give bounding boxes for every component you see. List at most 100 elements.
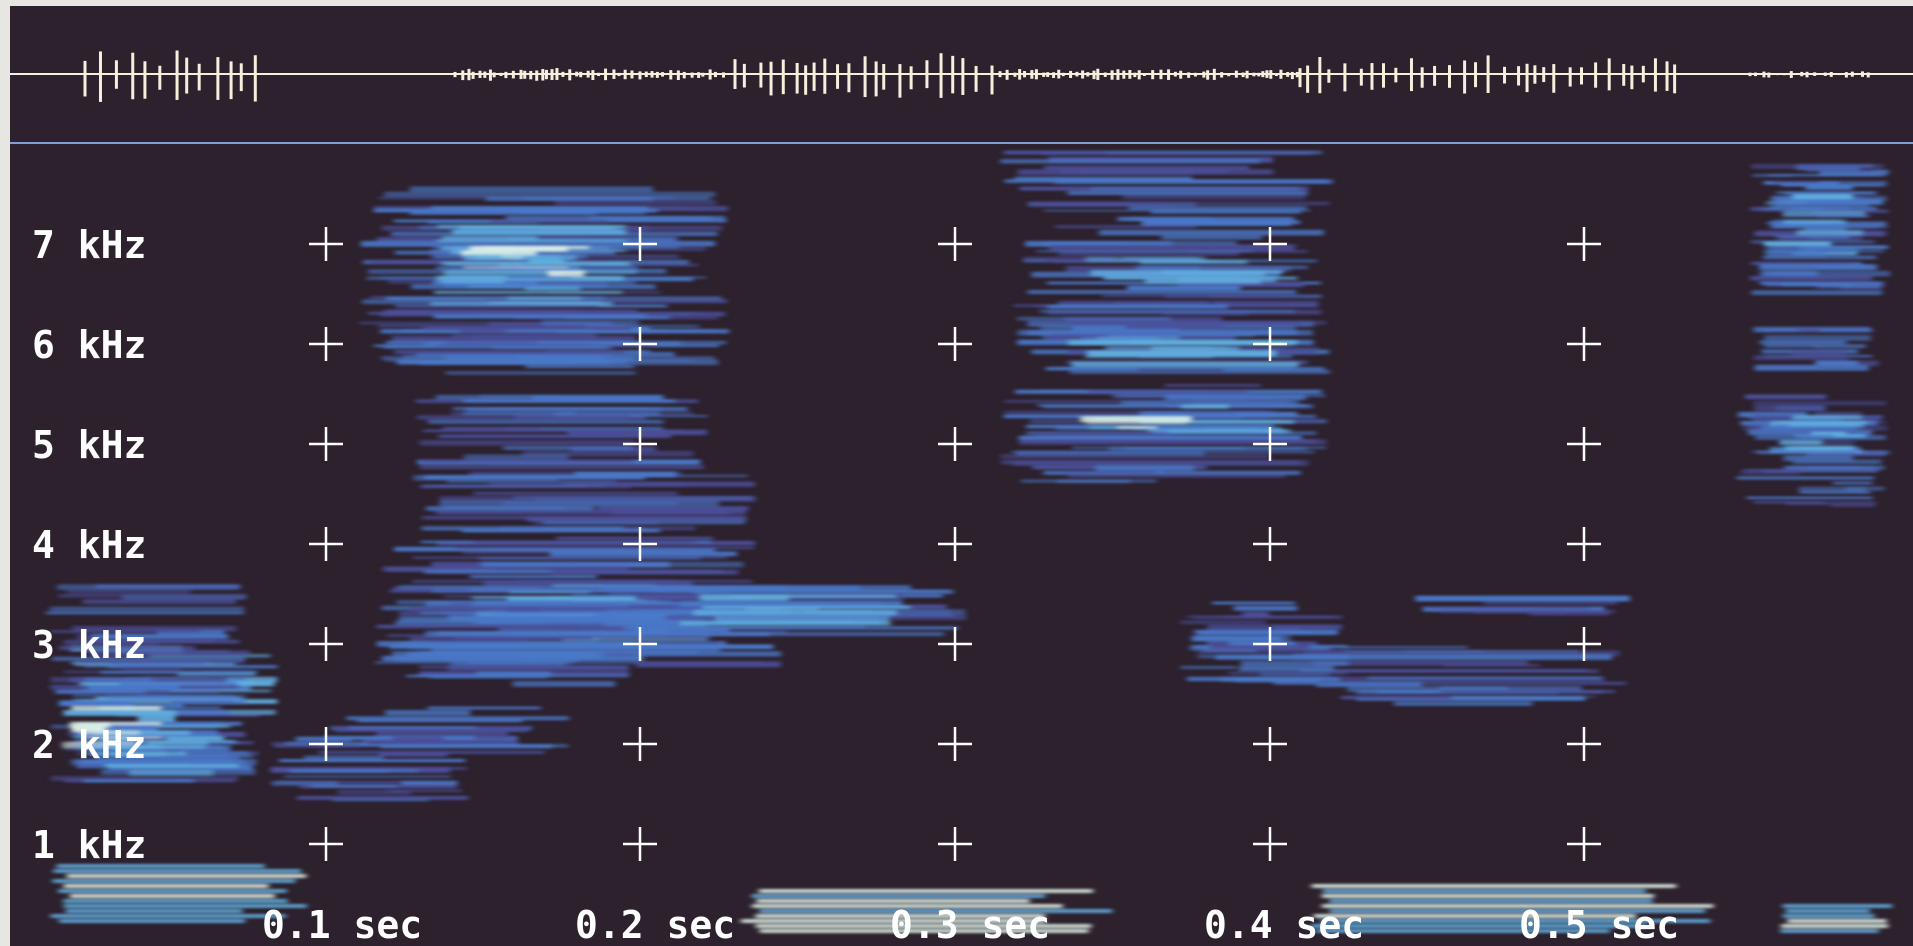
spectrogram-energy-band (1347, 686, 1509, 693)
spectrogram-energy-band (1791, 349, 1847, 355)
grid-crosshair (1567, 527, 1601, 561)
spectrogram-energy-band (1830, 501, 1876, 507)
spectrogram-energy-band (1058, 250, 1239, 256)
spectrogram-energy-band (1768, 270, 1890, 277)
spectrogram-energy-band (1039, 309, 1295, 313)
spectrogram-energy-band (506, 275, 572, 279)
spectrogram-energy-band (59, 645, 195, 650)
spectrogram-energy-band (1090, 186, 1299, 191)
time-label-0.2: 0.2 sec (575, 903, 736, 946)
spectrogram-energy-band (1102, 294, 1310, 298)
spectrogram-energy-band (1744, 394, 1827, 400)
spectrogram-energy-band (81, 759, 235, 765)
spectrogram-energy-band (1748, 429, 1872, 436)
grid-crosshair (1567, 727, 1601, 761)
spectrogram-energy-band (440, 275, 542, 279)
spectrogram-energy-band (1754, 364, 1869, 371)
spectrogram-energy-band (1059, 366, 1294, 370)
spectrogram-energy-band (1044, 165, 1250, 170)
spectrogram-energy-band (337, 789, 411, 795)
spectrogram-energy-band (469, 575, 597, 578)
spectrogram-energy-band (1105, 276, 1235, 279)
window-top-border (0, 0, 1913, 6)
spectrogram-energy-band (1342, 650, 1486, 653)
spectrogram-energy-band (82, 599, 236, 605)
waveform-panel[interactable] (10, 6, 1913, 142)
spectrogram-panel[interactable]: 7 kHz 6 kHz 5 kHz 4 kHz 3 kHz 2 kHz 1 kH… (10, 144, 1913, 946)
spectrogram-energy-band (1181, 404, 1229, 409)
time-label-0.3: 0.3 sec (890, 903, 1051, 946)
spectrogram-energy-band (508, 236, 675, 242)
spectrogram-energy-band (402, 354, 612, 359)
spectrogram-energy-band (1833, 434, 1866, 437)
spectrogram-energy-band (1788, 465, 1875, 469)
spectrogram-energy-band (1017, 329, 1313, 336)
spectrogram-energy-band (310, 784, 397, 788)
spectrogram-energy-band (1117, 216, 1294, 222)
spectrogram-energy-band (1763, 255, 1877, 260)
spectrogram-energy-band (385, 710, 471, 716)
spectrogram-energy-band (1004, 179, 1326, 183)
spectrogram-energy-band (1062, 470, 1157, 474)
spectrogram-energy-band (635, 661, 781, 668)
spectrogram-energy-band (396, 600, 574, 605)
spectrogram-formant-band (759, 909, 1113, 913)
spectrogram-energy-band (436, 651, 595, 655)
spectrogram-energy-band (1750, 275, 1873, 281)
spectrogram-energy-band (489, 481, 685, 487)
spectrogram-energy-band (1741, 469, 1799, 475)
grid-crosshair (623, 227, 657, 261)
spectrogram-formant-band (63, 899, 288, 903)
spectrogram-energy-band (279, 759, 465, 763)
spectrogram-energy-band (1000, 454, 1270, 459)
spectrogram-energy-band (1340, 695, 1452, 700)
spectrogram-energy-band (1815, 344, 1866, 349)
spectrogram-energy-band (1766, 251, 1827, 257)
spectrogram-energy-band (422, 516, 682, 520)
spectrogram-energy-band (473, 620, 725, 624)
spectrogram-energy-band (384, 309, 638, 315)
spectrogram-energy-band (1108, 334, 1255, 337)
spectrogram-formant-band (58, 889, 287, 893)
spectrogram-energy-band (1783, 219, 1846, 225)
spectrogram-energy-band (1833, 481, 1873, 485)
spectrogram-formant-band (52, 879, 296, 883)
spectrogram-energy-band (1759, 340, 1847, 345)
spectrogram-formant-band (1782, 904, 1893, 908)
spectrogram-energy-band (434, 510, 745, 514)
spectrogram-energy-band (71, 706, 161, 711)
spectrogram-energy-band (1759, 281, 1882, 285)
spectrogram-energy-band (1145, 279, 1261, 284)
spectrogram-energy-band (373, 209, 658, 213)
grid-crosshair (1253, 827, 1287, 861)
spectrogram-formant-band (1782, 914, 1875, 918)
spectrogram-energy-band (427, 219, 538, 224)
spectrogram-energy-band (137, 715, 175, 722)
spectrogram-formant-band (66, 874, 307, 878)
spectrogram-energy-band (376, 624, 581, 629)
spectrogram-energy-band (50, 776, 239, 781)
spectrogram-energy-band (1328, 669, 1599, 674)
spectrogram-formant-band (1311, 884, 1677, 888)
spectrogram-energy-band (1750, 261, 1855, 265)
grid-crosshair (309, 527, 343, 561)
spectrogram-energy-band (804, 610, 873, 613)
spectrogram-energy-band (1047, 304, 1228, 309)
spectrogram-energy-band (463, 454, 569, 461)
spectrogram-energy-band (1753, 501, 1824, 504)
spectrogram-energy-band (1764, 335, 1871, 341)
spectrogram-energy-band (1774, 235, 1815, 238)
spectrogram-energy-band (446, 261, 525, 266)
grid-crosshair (1253, 627, 1287, 661)
spectrogram-energy-band (1443, 664, 1540, 667)
spectrogram-energy-band (1165, 394, 1306, 400)
spectrogram-energy-band (1097, 336, 1180, 340)
spectrogram-energy-band (1197, 649, 1350, 654)
spectrogram-energy-band (552, 415, 708, 418)
spectrogram-energy-band (468, 254, 577, 260)
spectrogram-energy-band (304, 755, 384, 761)
spectrogram-energy-band (452, 229, 627, 235)
waveform-trace (10, 50, 1913, 102)
spectrogram-energy-band (479, 394, 558, 398)
spectrogram-energy-band (1316, 681, 1422, 688)
